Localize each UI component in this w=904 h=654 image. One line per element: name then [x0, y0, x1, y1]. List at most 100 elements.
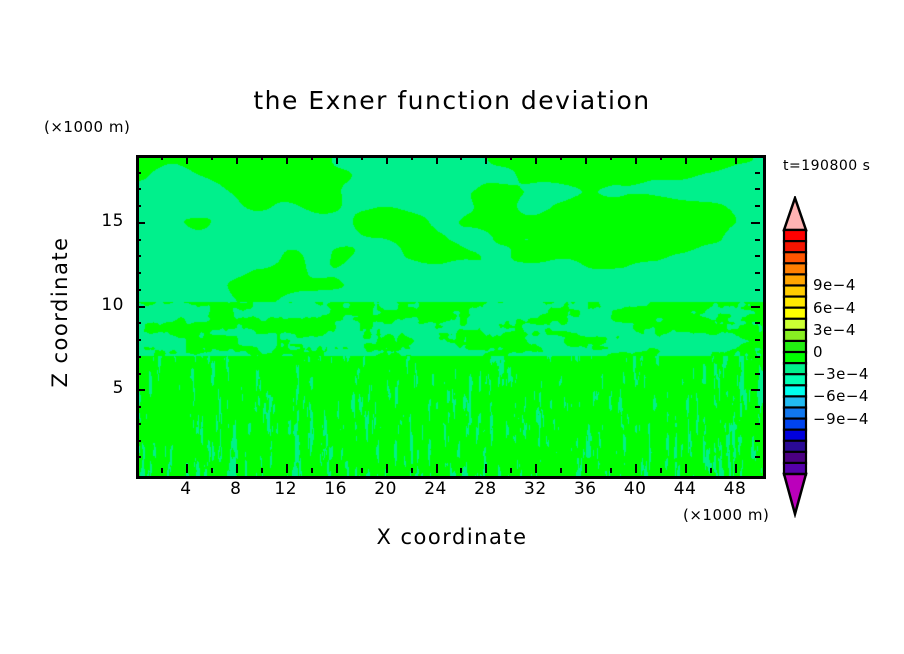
tick-mark [336, 464, 338, 473]
colorbar-tick-label: −6e−4 [813, 387, 869, 406]
tick-mark [710, 155, 712, 160]
tick-mark [755, 188, 760, 190]
colorbar-swatches [782, 196, 808, 518]
tick-mark [361, 155, 363, 160]
tick-mark [755, 440, 760, 442]
x-tick-label: 28 [474, 479, 497, 499]
tick-mark [460, 155, 462, 160]
tick-mark [735, 155, 737, 164]
tick-mark [136, 239, 141, 241]
colorbar-tick-label: 6e−4 [813, 298, 856, 317]
tick-mark [755, 356, 760, 358]
tick-mark [236, 155, 238, 164]
tick-mark [755, 239, 760, 241]
tick-mark [460, 468, 462, 473]
colorbar-tick-label: −9e−4 [813, 409, 869, 428]
x-axis-title: X coordinate [376, 525, 528, 549]
y-tick-label: 5 [112, 378, 124, 399]
tick-mark [186, 155, 188, 164]
tick-mark [186, 464, 188, 473]
contour-plot-area [136, 155, 766, 479]
tick-mark [136, 339, 141, 341]
tick-mark [510, 468, 512, 473]
x-tick-label: 20 [374, 479, 397, 499]
x-tick-label: 8 [230, 479, 242, 499]
y-axis-title: Z coordinate [48, 236, 72, 388]
tick-mark [755, 456, 760, 458]
tick-mark [755, 255, 760, 257]
x-tick-label: 24 [424, 479, 447, 499]
x-tick-label: 36 [573, 479, 597, 499]
x-tick-label: 4 [180, 479, 192, 499]
x-tick-label: 12 [274, 479, 298, 499]
tick-mark [485, 155, 487, 164]
tick-mark [560, 155, 562, 160]
tick-mark [136, 373, 141, 375]
tick-mark [136, 306, 145, 308]
tick-mark [685, 464, 687, 473]
tick-mark [755, 423, 760, 425]
x-tick-label: 40 [623, 479, 647, 499]
y-tick-label: 15 [101, 210, 124, 231]
y-axis-units: (×1000 m) [44, 118, 131, 136]
colorbar-tick-label: −3e−4 [813, 365, 869, 384]
tick-mark [211, 155, 213, 160]
tick-mark [411, 155, 413, 160]
tick-mark [535, 464, 537, 473]
tick-mark [136, 389, 145, 391]
colorbar-tick-label: 0 [813, 343, 824, 361]
tick-mark [560, 468, 562, 473]
x-tick-label: 48 [723, 479, 747, 499]
tick-mark [411, 468, 413, 473]
tick-mark [751, 222, 760, 224]
tick-mark [236, 464, 238, 473]
time-annotation: t=190800 s [783, 158, 871, 174]
colorbar [779, 196, 811, 518]
tick-mark [136, 255, 141, 257]
tick-mark [660, 468, 662, 473]
tick-mark [261, 468, 263, 473]
tick-mark [211, 468, 213, 473]
tick-mark [755, 373, 760, 375]
tick-mark [136, 272, 141, 274]
tick-mark [136, 456, 141, 458]
tick-mark [755, 339, 760, 341]
tick-mark [755, 272, 760, 274]
tick-mark [751, 389, 760, 391]
tick-mark [386, 464, 388, 473]
colorbar-tick-label: 3e−4 [813, 320, 856, 339]
colorbar-tick-label: 9e−4 [813, 276, 856, 295]
tick-mark [161, 468, 163, 473]
tick-mark [361, 468, 363, 473]
x-tick-label: 32 [524, 479, 547, 499]
tick-mark [635, 155, 637, 164]
tick-mark [660, 155, 662, 160]
tick-mark [610, 155, 612, 160]
tick-mark [136, 423, 141, 425]
tick-mark [136, 222, 145, 224]
x-tick-label: 44 [673, 479, 697, 499]
tick-mark [136, 406, 141, 408]
tick-mark [755, 172, 760, 174]
tick-mark [436, 155, 438, 164]
tick-mark [535, 155, 537, 164]
tick-mark [286, 464, 288, 473]
tick-mark [286, 155, 288, 164]
tick-mark [485, 464, 487, 473]
tick-mark [136, 322, 141, 324]
tick-mark [685, 155, 687, 164]
tick-mark [386, 155, 388, 164]
tick-mark [755, 289, 760, 291]
tick-mark [735, 464, 737, 473]
tick-mark [136, 356, 141, 358]
tick-mark [136, 205, 141, 207]
tick-mark [710, 468, 712, 473]
tick-mark [755, 205, 760, 207]
tick-mark [585, 464, 587, 473]
tick-mark [635, 464, 637, 473]
tick-mark [510, 155, 512, 160]
tick-mark [436, 464, 438, 473]
x-axis-units: (×1000 m) [683, 506, 770, 524]
tick-mark [336, 155, 338, 164]
